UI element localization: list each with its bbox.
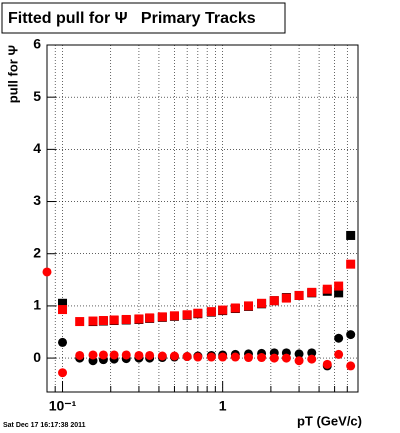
square-marker	[145, 313, 155, 323]
y-axis-label: pull for Ψ	[5, 45, 20, 103]
circle-marker	[58, 368, 68, 378]
circle-marker	[206, 352, 216, 362]
circle-marker	[257, 353, 267, 363]
circle-marker	[109, 350, 119, 360]
footer: Sat Dec 17 16:17:38 2011	[3, 422, 86, 429]
square-marker	[322, 284, 332, 294]
square-marker	[346, 259, 356, 269]
square-marker	[218, 305, 228, 315]
circle-marker	[58, 337, 68, 347]
square-marker	[294, 290, 304, 300]
square-marker	[346, 230, 356, 240]
circle-marker	[182, 352, 192, 362]
circle-marker	[346, 361, 356, 371]
square-marker	[257, 298, 267, 308]
square-marker	[182, 310, 192, 320]
circle-marker	[307, 354, 317, 364]
circle-marker	[307, 348, 317, 358]
circle-marker	[157, 351, 167, 361]
plot-frame	[46, 44, 359, 393]
circle-marker	[134, 350, 144, 360]
y-tick-label: 6	[33, 36, 41, 52]
y-tick-label: 5	[33, 88, 41, 104]
square-marker	[58, 298, 68, 308]
circle-marker	[145, 350, 155, 360]
square-marker	[334, 288, 344, 298]
circle-marker	[75, 350, 85, 360]
square-marker	[75, 317, 85, 327]
circle-marker	[322, 359, 332, 369]
square-marker	[230, 303, 240, 313]
square-marker	[109, 315, 119, 325]
y-tick-label: 1	[33, 297, 41, 313]
y-tick-label: 0	[33, 349, 41, 365]
y-tick-label: 2	[33, 244, 41, 260]
square-marker	[98, 316, 108, 326]
x-axis-label: pT (GeV/c)	[297, 413, 362, 428]
circle-marker	[218, 352, 228, 362]
square-marker	[58, 305, 68, 315]
y-tick-label: 3	[33, 192, 41, 208]
square-marker	[157, 312, 167, 322]
square-marker	[169, 311, 179, 321]
title-box	[1, 2, 286, 34]
circle-marker	[244, 353, 254, 363]
circle-marker	[98, 350, 108, 360]
chart-title: Fitted pull for Ψ Primary Tracks	[8, 10, 256, 27]
circle-marker	[334, 333, 344, 343]
circle-marker	[294, 356, 304, 366]
circle-marker	[230, 352, 240, 362]
square-marker	[121, 314, 131, 324]
square-marker	[134, 314, 144, 324]
circle-marker	[281, 353, 291, 363]
square-marker	[334, 281, 344, 291]
circle-marker	[121, 350, 131, 360]
square-marker	[281, 293, 291, 303]
square-marker	[244, 301, 254, 311]
circle-marker	[42, 267, 52, 277]
circle-marker	[169, 351, 179, 361]
square-marker	[206, 307, 216, 317]
circle-marker	[334, 349, 344, 359]
x-tick-label: 1	[219, 398, 227, 414]
circle-marker	[346, 330, 356, 340]
circle-marker	[88, 350, 98, 360]
circle-marker	[269, 353, 279, 363]
square-marker	[269, 296, 279, 306]
y-tick-label: 4	[33, 140, 41, 156]
square-marker	[193, 308, 203, 318]
circle-marker	[294, 349, 304, 359]
square-marker	[88, 316, 98, 326]
x-tick-label: 10⁻¹	[49, 398, 77, 414]
circle-marker	[193, 352, 203, 362]
square-marker	[307, 287, 317, 297]
